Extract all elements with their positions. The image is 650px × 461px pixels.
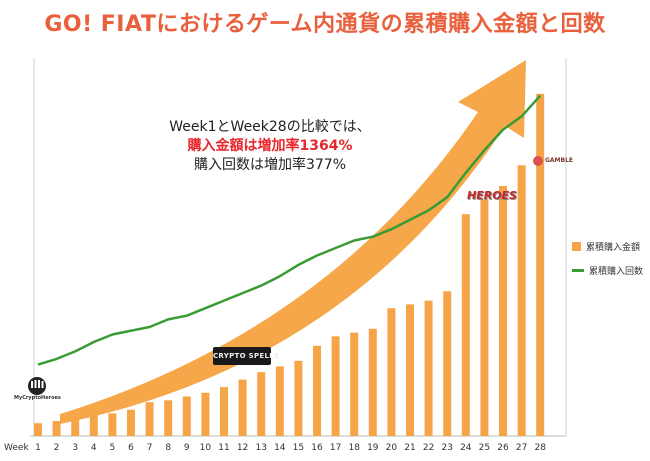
bar-week-16 <box>313 345 321 436</box>
x-tick-17: 17 <box>330 443 341 453</box>
legend-item-line: 累積購入回数 <box>572 264 643 277</box>
x-tick-5: 5 <box>110 443 116 453</box>
x-tick-10: 10 <box>200 443 212 453</box>
bar-week-17 <box>331 336 340 436</box>
x-axis-label: Week <box>4 443 29 453</box>
bar-week-14 <box>275 366 284 436</box>
x-tick-16: 16 <box>311 443 323 453</box>
annotation-box: Week1とWeek28の比較では、 購入金額は増加率1364% 購入回数は増加… <box>140 118 400 175</box>
x-tick-8: 8 <box>165 443 171 453</box>
mycryptoheroes-logo-text: MyCryptoHeroes <box>14 395 61 401</box>
bar-week-18 <box>350 332 359 436</box>
bar-week-19 <box>368 328 377 436</box>
bar-series <box>34 93 545 437</box>
x-tick-13: 13 <box>255 443 266 453</box>
bar-week-11 <box>220 387 228 436</box>
bar-week-8 <box>164 400 173 436</box>
bar-week-7 <box>145 402 154 436</box>
annotation-line2: 購入金額は増加率1364% <box>187 138 353 154</box>
bar-week-15 <box>294 360 303 436</box>
x-tick-6: 6 <box>128 443 134 453</box>
legend-bar-swatch <box>572 242 581 251</box>
legend-bar-label: 累積購入金額 <box>586 243 641 253</box>
x-tick-4: 4 <box>91 443 97 453</box>
cryptospells-logo: CRYPTO SPELLS <box>213 347 279 365</box>
x-tick-14: 14 <box>274 443 286 453</box>
bar-week-24 <box>461 214 470 436</box>
gamble-logo-text: GAMBLE <box>544 157 574 164</box>
bar-week-23 <box>443 291 452 436</box>
x-tick-19: 19 <box>367 443 379 453</box>
bar-week-28 <box>536 93 545 437</box>
bar-week-4 <box>89 415 98 436</box>
bar-week-5 <box>108 413 117 436</box>
x-tick-18: 18 <box>348 443 360 453</box>
mycryptoheroes-emblem-icon <box>28 377 46 395</box>
x-tick-2: 2 <box>54 443 60 453</box>
gamble-logo: GAMBLE <box>528 150 578 172</box>
x-tick-21: 21 <box>404 443 415 453</box>
mycryptoheroes-logo: MyCryptoHeroes <box>14 375 61 401</box>
bar-week-2 <box>52 421 61 436</box>
cryptospells-logo-text: CRYPTO SPELLS <box>213 352 280 360</box>
bar-week-26 <box>499 186 507 436</box>
annotation-line3: 購入回数は増加率377% <box>193 157 347 173</box>
x-tick-22: 22 <box>423 443 434 453</box>
heroes-logo-text: HEROES <box>467 189 517 202</box>
bar-week-6 <box>127 409 135 436</box>
bar-week-22 <box>424 300 433 436</box>
x-tick-15: 15 <box>293 443 304 453</box>
annotation-line1: Week1とWeek28の比較では、 <box>169 119 371 135</box>
cumulative-count-line <box>37 94 542 366</box>
x-tick-26: 26 <box>497 443 509 453</box>
bar-week-1 <box>34 423 42 436</box>
x-tick-1: 1 <box>35 443 41 453</box>
bar-week-12 <box>238 379 247 436</box>
x-tick-20: 20 <box>386 443 398 453</box>
x-tick-9: 9 <box>184 443 190 453</box>
x-tick-24: 24 <box>460 443 472 453</box>
x-tick-3: 3 <box>72 443 78 453</box>
heroes-logo: HEROES <box>466 183 518 209</box>
x-tick-11: 11 <box>218 443 229 453</box>
bar-week-27 <box>517 165 526 437</box>
bar-week-9 <box>182 396 191 436</box>
x-tick-12: 12 <box>237 443 248 453</box>
bar-week-3 <box>71 417 80 436</box>
legend-item-bar: 累積購入金額 <box>572 240 640 253</box>
x-tick-labels: 1 2 3 4 5 6 7 8 9 10 11 12 13 14 15 16 17 18 19 20 21 22 23 24 2… <box>35 443 546 453</box>
x-tick-25: 25 <box>479 443 490 453</box>
bar-week-13 <box>257 372 266 436</box>
bar-week-21 <box>406 304 414 436</box>
gamble-emblem-icon <box>532 155 543 166</box>
legend-line-swatch <box>572 269 584 272</box>
legend-line-label: 累積購入回数 <box>589 267 644 277</box>
x-tick-27: 27 <box>516 443 527 453</box>
chart-title: GO! FIATにおけるゲーム内通貨の累積購入金額と回数 <box>44 12 606 37</box>
line-series <box>37 94 542 366</box>
bar-week-10 <box>201 392 210 436</box>
x-tick-23: 23 <box>441 443 452 453</box>
bar-week-25 <box>480 199 489 436</box>
x-tick-7: 7 <box>147 443 153 453</box>
bar-week-20 <box>387 308 396 436</box>
growth-arrow <box>60 60 526 424</box>
x-tick-28: 28 <box>534 443 546 453</box>
